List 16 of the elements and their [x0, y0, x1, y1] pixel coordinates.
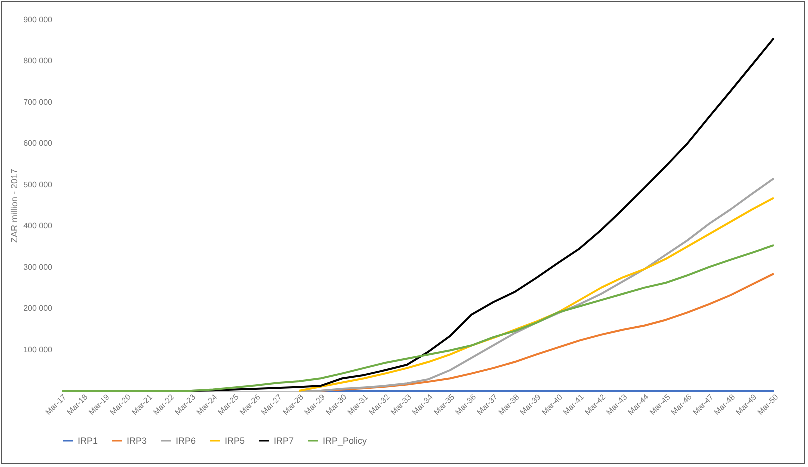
y-tick-label: 100 000 — [24, 345, 54, 354]
y-tick-label: 500 000 — [24, 180, 54, 190]
legend-label: IRP3 — [127, 436, 148, 446]
legend-label: IRP_Policy — [323, 436, 368, 446]
y-tick-label: 900 000 — [24, 16, 54, 24]
legend-label: IRP1 — [78, 436, 98, 446]
y-tick-label: 200 000 — [24, 304, 54, 314]
legend-label: IRP7 — [274, 436, 294, 446]
y-tick-label: 800 000 — [24, 56, 54, 66]
y-tick-label: 600 000 — [24, 139, 54, 148]
y-tick-label: 400 000 — [24, 222, 54, 231]
y-tick-label: 700 000 — [24, 98, 54, 107]
y-axis-title: ZAR million - 2017 — [10, 168, 20, 244]
legend-label: IRP5 — [225, 436, 246, 446]
legend-label: IRP6 — [176, 436, 196, 446]
y-tick-label: 300 000 — [24, 262, 54, 272]
